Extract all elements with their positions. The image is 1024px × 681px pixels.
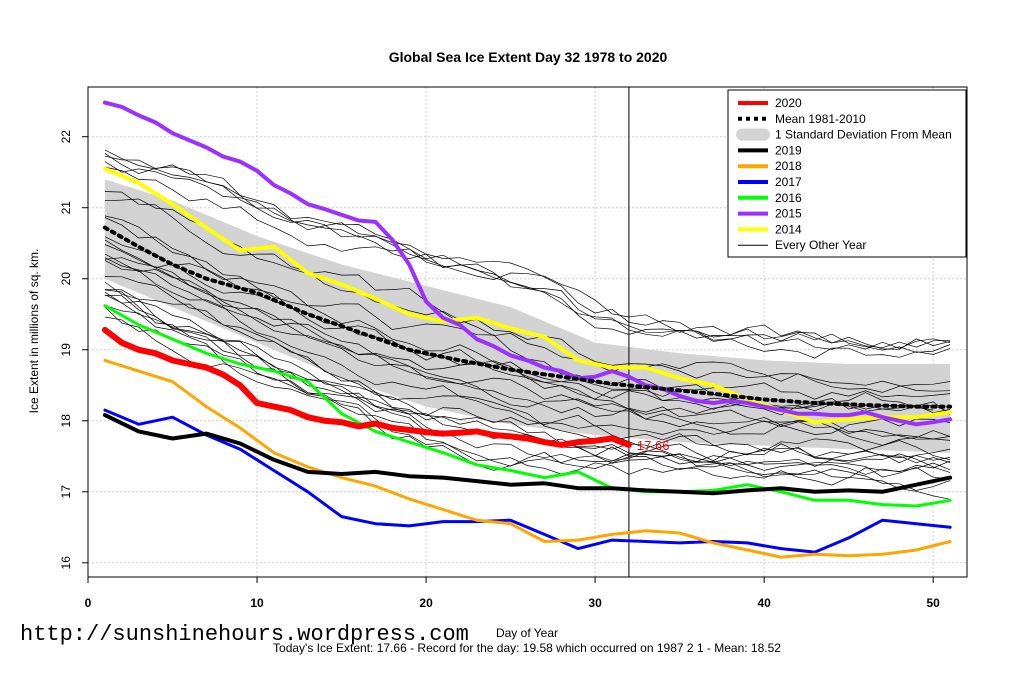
every-other-year-line <box>104 244 951 415</box>
series-layer <box>101 100 953 559</box>
legend-label-2016: 2016 <box>775 191 802 205</box>
y-axis-label: Ice Extent in millions of sq. km. <box>27 249 41 414</box>
every-other-year-line <box>104 253 951 435</box>
y-tick-label: 17 <box>59 485 73 499</box>
footer-summary: Today's Ice Extent: 17.66 - Record for t… <box>273 641 781 655</box>
every-other-year-line <box>104 217 951 400</box>
x-tick-label: 40 <box>757 596 771 610</box>
std-band-layer <box>104 179 951 453</box>
legend: 2020 Mean 1981-2010 1 Standard Deviation F… <box>727 89 967 258</box>
x-tick-label: 0 <box>85 596 92 610</box>
x-tick-label: 50 <box>927 596 941 610</box>
series-line-2018 <box>103 358 952 559</box>
series-line-2014 <box>102 166 953 425</box>
series-line-mean-1981-2010 <box>102 225 953 409</box>
legend-label-2018: 2018 <box>775 159 802 173</box>
y-tick-label: 18 <box>59 414 73 428</box>
y-tick-label: 20 <box>59 272 73 286</box>
every-other-year-line <box>104 276 951 461</box>
series-line-2015 <box>102 100 953 427</box>
every-other-year-line <box>104 155 951 349</box>
y-tick-label: 19 <box>59 343 73 357</box>
every-other-year-line <box>104 306 951 500</box>
plot-border <box>87 86 968 578</box>
legend-label-2020: 2020 <box>775 96 802 110</box>
legend-label-1-standard-deviation-from-mean: 1 Standard Deviation From Mean <box>775 128 952 142</box>
std-band <box>104 179 951 453</box>
legend-label-2019: 2019 <box>775 143 802 157</box>
series-line-2017 <box>103 408 952 554</box>
every-other-year-line <box>104 166 951 350</box>
legend-label-every-other-year: Every Other Year <box>775 238 866 252</box>
every-other-year-line <box>104 149 951 350</box>
axes: 0 10 20 30 40 50 16 17 18 19 20 21 22 <box>59 86 968 610</box>
every-other-year-line <box>104 295 951 464</box>
every-other-year-line <box>104 161 951 359</box>
x-tick-label: 20 <box>419 596 433 610</box>
every-other-year-line <box>104 289 951 479</box>
legend-label-2017: 2017 <box>775 175 802 189</box>
y-tick-label: 22 <box>59 130 73 144</box>
x-tick-label: 30 <box>588 596 602 610</box>
every-other-year-line <box>104 281 951 461</box>
legend-label-mean-1981-2010: Mean 1981-2010 <box>775 112 866 126</box>
every-other-year-line <box>104 257 951 441</box>
every-other-year-line <box>104 305 951 480</box>
series-line-2019 <box>102 413 953 496</box>
y-tick-label: 16 <box>59 556 73 570</box>
x-tick-label: 10 <box>250 596 264 610</box>
current-value-label: 17.66 <box>637 438 670 453</box>
legend-label-2015: 2015 <box>775 207 802 221</box>
every-other-year-line <box>104 316 951 491</box>
every-other-year-line <box>104 153 951 353</box>
every-other-year-line <box>104 191 951 393</box>
chart-title: Global Sea Ice Extent Day 32 1978 to 202… <box>389 49 668 65</box>
series-line-2016 <box>103 304 952 508</box>
y-tick-label: 21 <box>59 201 73 215</box>
series-line-2020 <box>101 326 632 448</box>
every-other-year-line <box>104 291 951 473</box>
legend-label-2014: 2014 <box>775 222 802 236</box>
watermark-url: http://sunshinehours.wordpress.com <box>20 622 469 647</box>
x-axis-label: Day of Year <box>496 626 558 640</box>
legend-swatch-1-standard-deviation-from-mean <box>736 128 770 141</box>
